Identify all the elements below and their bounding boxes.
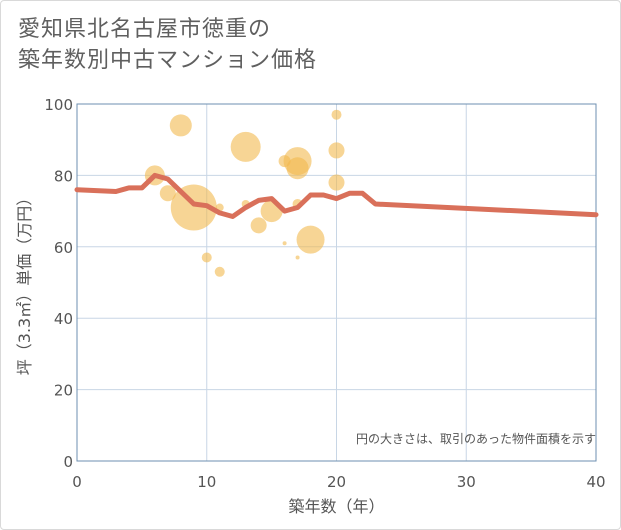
- y-tick-label: 60: [54, 239, 73, 257]
- y-tick-label: 100: [44, 96, 73, 114]
- data-bubble: [282, 241, 287, 246]
- data-bubble: [328, 142, 345, 159]
- data-bubble: [295, 255, 300, 260]
- x-tick-label: 0: [72, 473, 82, 491]
- data-bubble: [230, 131, 261, 162]
- bubble-size-note: 円の大きさは、取引のあった物件面積を示す: [356, 431, 596, 446]
- y-tick-label: 80: [54, 167, 73, 185]
- chart-title: 愛知県北名古屋市徳重の 築年数別中古マンション価格: [18, 14, 317, 76]
- x-tick-label: 40: [586, 473, 605, 491]
- chart-title-line-1: 愛知県北名古屋市徳重の: [18, 17, 272, 42]
- chart-title-line-2: 築年数別中古マンション価格: [18, 48, 318, 73]
- y-tick-label: 20: [54, 382, 73, 400]
- y-axis-title: 坪（3.3㎡）単価（万円）: [15, 190, 34, 375]
- data-bubble: [201, 252, 212, 263]
- data-bubble: [214, 266, 225, 277]
- x-tick-label: 30: [457, 473, 476, 491]
- data-bubble: [331, 109, 342, 120]
- data-bubble: [328, 174, 345, 191]
- line-layer: [74, 172, 599, 219]
- x-tick-label: 20: [327, 473, 346, 491]
- data-bubble: [250, 217, 267, 234]
- tick-labels: 0 10 20 30 40 0 20 40 60 80 100: [44, 96, 605, 491]
- plot-area-border: [76, 103, 597, 462]
- x-axis-title: 築年数（年）: [288, 497, 384, 516]
- data-bubble: [159, 185, 176, 202]
- data-bubble: [286, 157, 309, 180]
- data-bubble: [169, 114, 192, 137]
- x-tick-label: 10: [197, 473, 216, 491]
- average-price-line: [74, 172, 599, 219]
- data-bubble: [296, 225, 325, 254]
- y-tick-label: 0: [63, 453, 73, 471]
- y-tick-label: 40: [54, 310, 73, 328]
